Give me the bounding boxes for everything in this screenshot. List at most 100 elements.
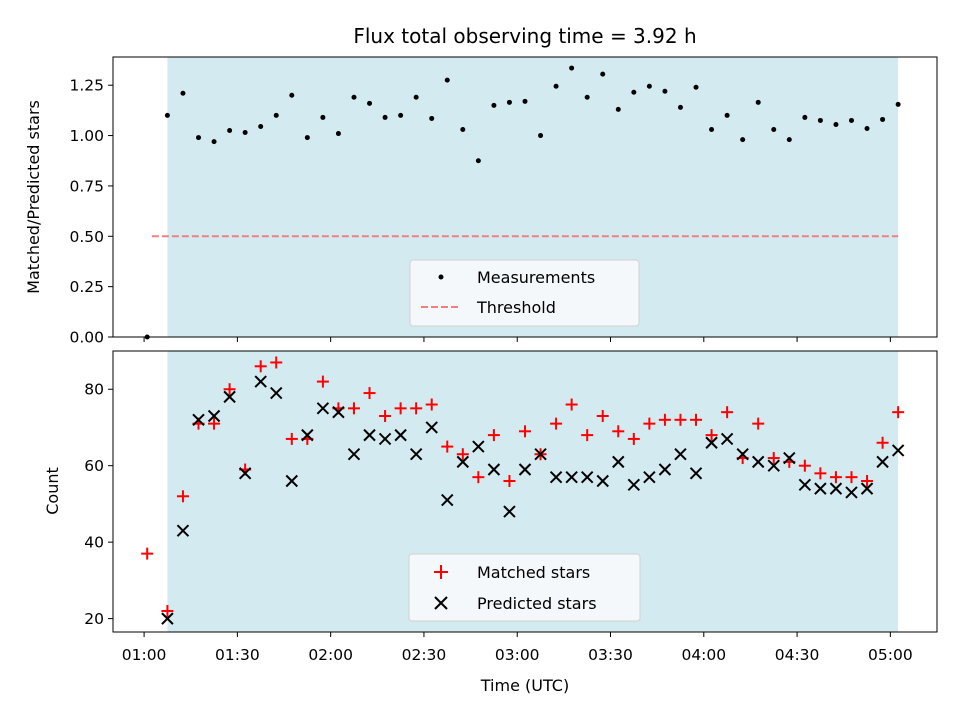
predicted-star-marker bbox=[487, 463, 501, 476]
predicted-star-marker bbox=[580, 470, 594, 484]
measurement-point bbox=[273, 112, 279, 118]
measurement-point bbox=[475, 158, 481, 164]
x-stroke-b bbox=[783, 451, 796, 465]
predicted-star-marker bbox=[767, 459, 780, 472]
predicted-star-marker bbox=[270, 386, 283, 400]
x-stroke-b bbox=[767, 459, 780, 472]
measurement-point bbox=[320, 114, 326, 120]
matched-star-marker bbox=[441, 440, 454, 453]
matched-star-marker bbox=[876, 436, 889, 449]
matched-star-marker bbox=[270, 356, 283, 369]
x-stroke-b bbox=[254, 375, 267, 388]
matched-star-marker bbox=[643, 417, 656, 430]
x-stroke-b bbox=[456, 455, 470, 469]
x-stroke-b bbox=[736, 448, 749, 461]
predicted-star-marker bbox=[176, 524, 190, 537]
x-tick-label: 02:00 bbox=[308, 646, 353, 664]
matched-star-marker bbox=[223, 383, 236, 396]
measurement-point bbox=[833, 121, 839, 127]
x-axis-label: Time (UTC) bbox=[480, 676, 569, 695]
x-stroke-b bbox=[549, 470, 563, 484]
predicted-star-marker bbox=[689, 467, 703, 480]
predicted-star-marker bbox=[409, 448, 423, 461]
measurement-point bbox=[444, 77, 450, 83]
predicted-star-marker bbox=[301, 428, 314, 442]
x-tick-label: 02:30 bbox=[402, 646, 447, 664]
predicted-star-marker bbox=[472, 440, 485, 453]
matched-star-marker bbox=[316, 375, 329, 388]
predicted-star-marker bbox=[347, 448, 361, 461]
measurement-point bbox=[724, 112, 730, 118]
predicted-star-marker bbox=[720, 432, 734, 446]
x-stroke-b bbox=[689, 467, 703, 480]
x-stroke-b bbox=[627, 478, 641, 492]
y-tick-label: 60 bbox=[84, 457, 104, 475]
measurement-point bbox=[600, 71, 606, 77]
threshold-legend-label: Threshold bbox=[476, 298, 556, 317]
y-tick-label: 20 bbox=[84, 610, 104, 628]
matched-star-marker bbox=[379, 409, 392, 422]
predicted-star-marker bbox=[192, 413, 205, 427]
x-stroke-b bbox=[534, 448, 547, 461]
bottom-legend: Matched stars Predicted stars bbox=[408, 553, 641, 622]
matched-star-marker bbox=[550, 417, 563, 430]
predicted-star-marker bbox=[503, 505, 516, 518]
x-tick-label: 04:30 bbox=[775, 646, 820, 664]
matched-star-marker bbox=[721, 406, 734, 419]
bottom-legend-box bbox=[408, 553, 641, 622]
y-tick-label: 0.25 bbox=[69, 278, 104, 296]
predicted-star-marker bbox=[627, 478, 641, 492]
top-x-axis-ticks bbox=[143, 337, 891, 342]
predicted-star-marker bbox=[425, 421, 438, 434]
measurement-points bbox=[144, 65, 901, 340]
measurement-point bbox=[755, 99, 761, 105]
predicted-star-marker bbox=[207, 409, 221, 423]
measurement-point bbox=[351, 94, 357, 100]
x-stroke-b bbox=[860, 482, 874, 495]
predicted-star-marker bbox=[549, 470, 563, 484]
matched-star-marker bbox=[861, 474, 874, 487]
measurement-point bbox=[382, 114, 388, 120]
predicted-star-marker bbox=[798, 478, 812, 492]
x-stroke-b bbox=[223, 390, 236, 404]
x-stroke-b bbox=[752, 455, 765, 469]
x-tick-label: 04:00 bbox=[681, 646, 726, 664]
x-stroke-b bbox=[798, 478, 812, 492]
measurement-point bbox=[817, 117, 823, 123]
predicted-star-marker bbox=[658, 463, 672, 476]
matched-star-marker bbox=[565, 398, 578, 411]
matched-star-marker bbox=[410, 402, 423, 415]
measurement-point bbox=[740, 137, 746, 143]
x-stroke-b bbox=[580, 470, 594, 484]
measurement-point bbox=[615, 106, 621, 112]
matched-star-marker bbox=[472, 471, 485, 484]
top-panel-ratio: 0.00 0.25 0.50 0.75 1.00 1.25 Matched/Predict… bbox=[24, 56, 938, 347]
measurement-point bbox=[335, 131, 341, 137]
predicted-stars-markers bbox=[161, 375, 905, 625]
x-stroke-b bbox=[285, 474, 298, 488]
x-stroke-b bbox=[596, 474, 609, 488]
x-stroke-b bbox=[814, 482, 827, 495]
y-tick-label: 1.25 bbox=[69, 77, 104, 95]
predicted-star-marker bbox=[736, 448, 749, 461]
predicted-star-marker bbox=[674, 448, 687, 461]
measurements-legend-label: Measurements bbox=[477, 268, 595, 287]
matched-star-marker bbox=[705, 429, 718, 442]
x-tick-label: 05:00 bbox=[868, 646, 913, 664]
y-tick-label: 40 bbox=[84, 534, 104, 552]
matched-star-marker bbox=[627, 432, 640, 445]
measurement-point bbox=[771, 127, 777, 133]
measurement-point bbox=[693, 84, 699, 90]
matched-star-marker bbox=[176, 490, 189, 503]
top-legend: Measurements Threshold bbox=[409, 259, 640, 327]
measurement-point bbox=[180, 90, 186, 96]
predicted-star-marker bbox=[534, 448, 547, 461]
matched-star-marker bbox=[752, 417, 765, 430]
x-stroke-b bbox=[238, 467, 252, 480]
measurement-point bbox=[506, 99, 512, 105]
measurement-point bbox=[786, 137, 792, 143]
measurements-legend-marker bbox=[438, 274, 444, 280]
measurement-point bbox=[398, 112, 404, 118]
matched-star-marker bbox=[425, 398, 438, 411]
predicted-star-marker bbox=[565, 470, 578, 484]
